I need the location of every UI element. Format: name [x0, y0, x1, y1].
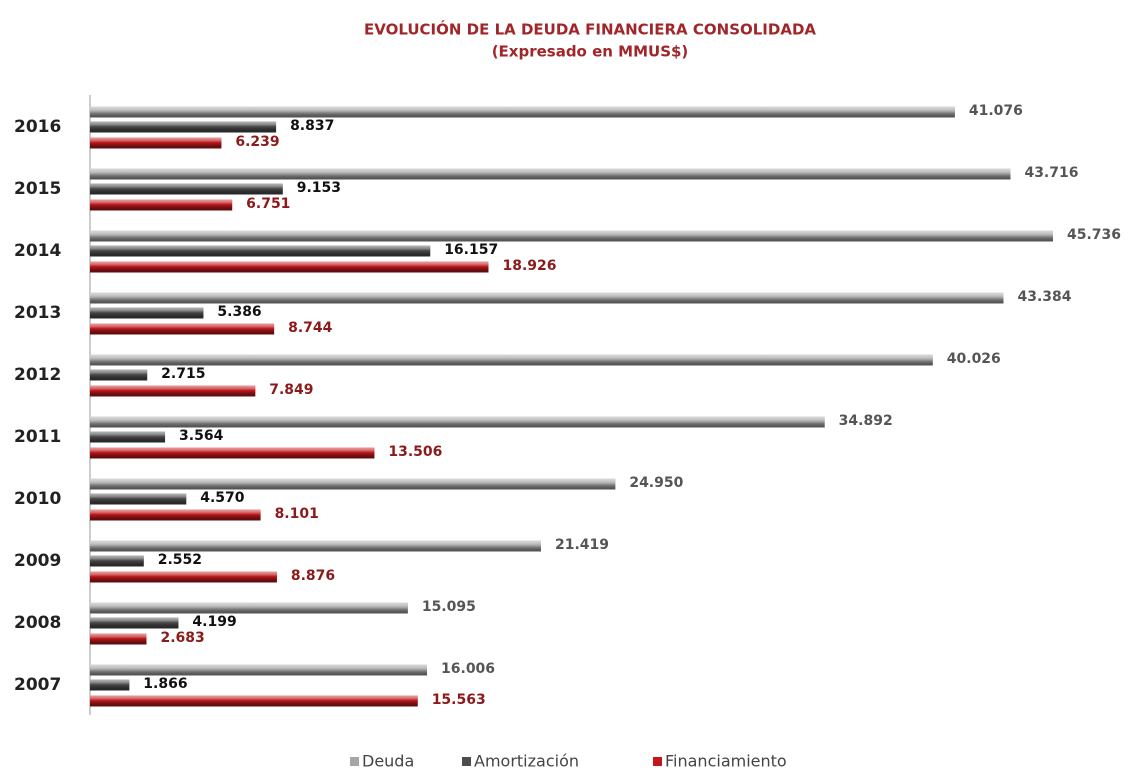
- value-label: 4.570: [200, 490, 245, 506]
- bar-shade: [90, 354, 933, 366]
- bar-shade: [90, 261, 489, 273]
- value-label: 21.419: [555, 537, 609, 553]
- value-label: 5.386: [217, 304, 261, 320]
- bar-shade: [90, 493, 187, 505]
- value-label: 8.101: [275, 506, 319, 522]
- value-label: 40.026: [947, 351, 1001, 367]
- value-label: 6.751: [246, 196, 290, 212]
- value-label: 16.006: [441, 661, 495, 677]
- bar-shade: [90, 121, 277, 133]
- value-label: 16.157: [444, 242, 498, 258]
- bar-shade: [90, 602, 408, 614]
- y-tick-label: 2009: [14, 551, 61, 571]
- bar-shade: [90, 664, 428, 676]
- y-tick-label: 2014: [14, 241, 61, 261]
- bar-shade: [90, 695, 418, 707]
- bar-shade: [90, 633, 147, 645]
- bar-shade: [90, 679, 130, 691]
- value-label: 7.849: [269, 382, 313, 398]
- legend-label: Deuda: [362, 752, 414, 770]
- legend-swatch: [653, 757, 662, 766]
- value-label: 9.153: [297, 180, 341, 196]
- y-tick-label: 2013: [14, 303, 61, 323]
- value-label: 13.506: [388, 444, 442, 460]
- bar-shade: [90, 540, 541, 552]
- bar-shade: [90, 617, 179, 629]
- chart-subtitle: (Expresado en MMUS$): [492, 43, 689, 61]
- y-tick-label: 2007: [14, 675, 61, 695]
- value-label: 8.744: [288, 320, 333, 336]
- bar-shade: [90, 555, 144, 567]
- bar-shade: [90, 447, 375, 459]
- value-label: 6.239: [235, 134, 279, 150]
- value-label: 41.076: [969, 103, 1023, 119]
- bar-shade: [90, 307, 204, 319]
- bar-shade: [90, 199, 233, 211]
- bar-shade: [90, 168, 1011, 180]
- value-label: 1.866: [143, 676, 187, 692]
- value-label: 4.199: [192, 614, 236, 630]
- value-label: 43.716: [1024, 165, 1078, 181]
- y-tick-label: 2015: [14, 179, 61, 199]
- value-label: 18.926: [502, 258, 556, 274]
- bar-shade: [90, 385, 256, 397]
- legend-swatch: [462, 757, 471, 766]
- bar-shade: [90, 431, 166, 443]
- value-label: 8.837: [290, 118, 334, 134]
- bar-shade: [90, 369, 148, 381]
- bar-shade: [90, 292, 1004, 304]
- value-label: 24.950: [629, 475, 683, 491]
- value-label: 8.876: [291, 568, 335, 584]
- bar-shade: [90, 571, 277, 583]
- legend-swatch: [350, 757, 359, 766]
- bar-shade: [90, 416, 825, 428]
- value-label: 2.715: [161, 366, 205, 382]
- bar-shade: [90, 323, 275, 335]
- bar-shade: [90, 509, 261, 521]
- y-tick-label: 2008: [14, 613, 61, 633]
- value-label: 2.552: [158, 552, 202, 568]
- value-label: 34.892: [839, 413, 893, 429]
- value-label: 45.736: [1067, 227, 1121, 243]
- bar-shade: [90, 183, 283, 195]
- y-tick-label: 2016: [14, 117, 61, 137]
- bar-shade: [90, 230, 1053, 242]
- value-label: 2.683: [160, 630, 204, 646]
- bar-shade: [90, 478, 616, 490]
- legend-label: Financiamiento: [665, 752, 787, 770]
- bar-shade: [90, 106, 955, 118]
- y-tick-label: 2012: [14, 365, 61, 385]
- bar-shade: [90, 137, 222, 149]
- value-label: 3.564: [179, 428, 224, 444]
- value-label: 43.384: [1017, 289, 1071, 305]
- bar-shade: [90, 245, 431, 257]
- legend-label: Amortización: [474, 752, 579, 770]
- value-label: 15.563: [432, 692, 486, 708]
- chart-title: EVOLUCIÓN DE LA DEUDA FINANCIERA CONSOLI…: [364, 20, 816, 39]
- y-tick-label: 2010: [14, 489, 61, 509]
- y-tick-label: 2011: [14, 427, 61, 447]
- value-label: 15.095: [422, 599, 476, 615]
